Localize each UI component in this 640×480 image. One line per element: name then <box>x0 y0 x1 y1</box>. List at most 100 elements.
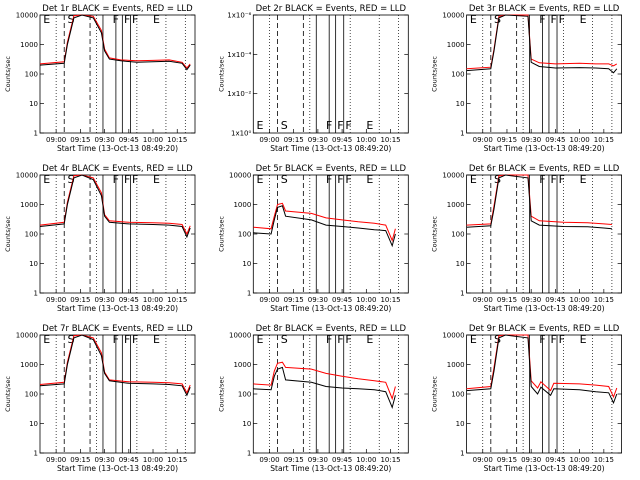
marker-label: E <box>153 173 160 186</box>
x-tick-label: 09:15 <box>70 136 90 144</box>
y-tick-label: 1 <box>247 290 251 298</box>
x-tick-label: 10:15 <box>594 296 614 304</box>
y-tick-label: 100 <box>25 231 38 239</box>
y-axis-label: Counts/sec <box>217 216 225 252</box>
y-tick-label: 1 <box>460 130 464 138</box>
panel-title: Det 2r BLACK = Events, RED = LLD <box>256 4 407 14</box>
y-tick-label: 10 <box>456 100 465 108</box>
marker-label: F <box>539 13 545 26</box>
marker-label: E <box>470 333 477 346</box>
marker-label: E <box>153 333 160 346</box>
x-axis-label: Start Time (13-Oct-13 08:49:20) <box>270 464 391 473</box>
y-tick-label: 1000 <box>233 201 251 209</box>
panel-title: Det 8r BLACK = Events, RED = LLD <box>256 324 407 334</box>
x-tick-label: 09:45 <box>545 296 565 304</box>
y-axis-label: Counts/sec <box>217 56 225 92</box>
marker-label: F <box>132 333 138 346</box>
y-tick-label: 1 <box>34 130 38 138</box>
x-tick-label: 09:45 <box>545 136 565 144</box>
marker-label: F <box>124 173 130 186</box>
y-tick-label: 10 <box>456 260 465 268</box>
y-axis-label: Counts/sec <box>431 56 439 92</box>
x-tick-label: 09:45 <box>332 296 352 304</box>
marker-label: F <box>337 333 343 346</box>
marker-label: S <box>281 173 288 186</box>
marker-label: F <box>326 333 332 346</box>
panel-title: Det 6r BLACK = Events, RED = LLD <box>469 164 620 174</box>
marker-label: E <box>470 13 477 26</box>
y-tick-label: 100 <box>238 391 251 399</box>
y-tick-label: 10 <box>29 420 38 428</box>
marker-label: S <box>494 173 501 186</box>
y-tick-label: 1000 <box>447 361 465 369</box>
x-tick-label: 09:15 <box>284 296 304 304</box>
marker-label: F <box>559 333 565 346</box>
y-axis-label: Counts/sec <box>4 216 12 252</box>
y-tick-label: 100 <box>451 391 464 399</box>
marker-label: F <box>124 13 130 26</box>
y-tick-label: 100 <box>25 391 38 399</box>
x-tick-label: 09:45 <box>119 136 139 144</box>
x-tick-label: 09:00 <box>473 456 493 464</box>
marker-label: F <box>113 13 119 26</box>
x-tick-label: 09:30 <box>521 296 541 304</box>
marker-label: F <box>132 173 138 186</box>
x-tick-label: 10:00 <box>143 456 163 464</box>
plot-frame <box>39 334 196 454</box>
events-series-line <box>39 334 191 397</box>
marker-label: F <box>337 173 343 186</box>
y-axis-label: Counts/sec <box>4 376 12 412</box>
marker-label: F <box>539 173 545 186</box>
x-tick-label: 09:30 <box>308 136 328 144</box>
x-tick-label: 09:30 <box>521 136 541 144</box>
y-tick-label: 1 <box>247 450 251 458</box>
panel-title: Det 4r BLACK = Events, RED = LLD <box>42 164 193 174</box>
x-axis-label: Start Time (13-Oct-13 08:49:20) <box>57 464 178 473</box>
y-tick-label: 10 <box>242 420 251 428</box>
x-tick-label: 10:15 <box>167 136 187 144</box>
marker-label: F <box>559 173 565 186</box>
x-tick-label: 10:15 <box>380 296 400 304</box>
x-tick-label: 10:00 <box>356 136 376 144</box>
x-tick-label: 09:00 <box>46 296 66 304</box>
y-tick-label: 10000 <box>16 12 38 20</box>
y-tick-label: 100 <box>451 71 464 79</box>
panel-2: Det 2r BLACK = Events, RED = LLD E S F F F E 1x… <box>217 4 409 153</box>
x-tick-label: 09:45 <box>332 136 352 144</box>
marker-label: S <box>494 333 501 346</box>
y-axis-label: Counts/sec <box>431 376 439 412</box>
x-axis-label: Start Time (13-Oct-13 08:49:20) <box>484 144 605 153</box>
x-axis-label: Start Time (13-Oct-13 08:49:20) <box>484 304 605 313</box>
x-tick-label: 10:00 <box>570 296 590 304</box>
x-tick-label: 09:45 <box>332 456 352 464</box>
y-tick-label: 1x10⁻⁶ <box>227 12 251 20</box>
y-tick-label: 1 <box>34 290 38 298</box>
lld-series-line <box>253 202 396 243</box>
y-tick-label: 1000 <box>447 201 465 209</box>
marker-label: S <box>67 333 74 346</box>
marker-label: F <box>132 13 138 26</box>
x-tick-label: 09:00 <box>46 136 66 144</box>
marker-label: F <box>539 333 545 346</box>
x-tick-label: 09:15 <box>70 456 90 464</box>
x-tick-label: 10:15 <box>594 456 614 464</box>
plot-frame <box>466 334 623 454</box>
x-tick-label: 10:00 <box>570 456 590 464</box>
x-tick-label: 09:15 <box>497 136 517 144</box>
x-tick-label: 10:15 <box>167 296 187 304</box>
x-axis-label: Start Time (13-Oct-13 08:49:20) <box>270 304 391 313</box>
marker-label: F <box>326 119 332 132</box>
y-tick-label: 100 <box>25 71 38 79</box>
y-tick-label: 1000 <box>20 361 38 369</box>
panel-title: Det 9r BLACK = Events, RED = LLD <box>469 324 620 334</box>
x-axis-label: Start Time (13-Oct-13 08:49:20) <box>484 464 605 473</box>
x-tick-label: 09:00 <box>46 456 66 464</box>
x-tick-label: 09:00 <box>259 296 279 304</box>
marker-label: E <box>366 119 373 132</box>
